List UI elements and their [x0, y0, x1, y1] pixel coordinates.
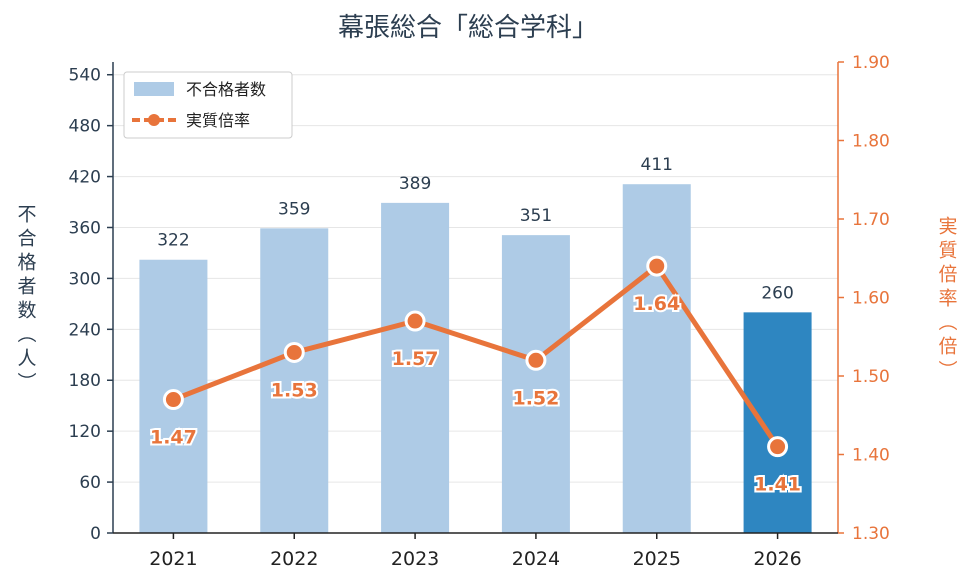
axis-title-char: 者: [17, 276, 36, 298]
bar-series: [139, 184, 812, 534]
y-right-tick-label: 1.30: [852, 524, 890, 544]
bar-value-label: 411: [641, 155, 673, 175]
axis-title-char: 率: [938, 288, 957, 310]
axis-title-char: （: [15, 324, 37, 343]
rate-line: [172, 263, 780, 449]
rate-value-label: 1.41: [754, 474, 801, 496]
y-left-tick-label: 180: [69, 371, 101, 391]
bar-2024: [501, 235, 570, 533]
bar-value-label: 322: [157, 231, 189, 251]
axis-title-char: 倍: [938, 264, 957, 286]
axis-title-char: 格: [17, 252, 36, 274]
rate-point-2025: [646, 255, 668, 277]
legend-bar-label: 不合格者数: [186, 80, 266, 99]
rate-point-2021: [162, 389, 184, 411]
y-left-tick-label: 60: [79, 473, 101, 493]
rate-point-2024: [525, 349, 547, 371]
rate-point-2022: [283, 341, 305, 363]
y-left-tick-label: 480: [69, 117, 101, 137]
gridlines: [113, 74, 838, 483]
rate-point-2026: [767, 436, 789, 458]
rate-value-label: 1.52: [512, 387, 559, 409]
bar-value-label: 389: [399, 174, 431, 194]
y-left-tick-label: 120: [69, 422, 101, 442]
bar-2025: [622, 184, 691, 534]
axis-title-char: 倍: [938, 336, 957, 358]
y-left-tick-label: 240: [69, 320, 101, 340]
axis-title-char: ）: [936, 360, 958, 379]
x-tick-label: 2024: [512, 548, 560, 570]
y-left-tick-label: 300: [69, 269, 101, 289]
rate-value-label: 1.64: [633, 293, 680, 315]
legend: 不合格者数 実質倍率: [123, 71, 293, 139]
y-right-axis-title: 実質倍率（倍）: [936, 216, 958, 380]
y-left-tick-label: 420: [69, 168, 101, 188]
y-right-tick-label: 1.90: [852, 53, 890, 73]
bar-2022: [260, 228, 329, 533]
rate-value-label: 1.47: [150, 427, 197, 449]
bar-value-label: 260: [761, 283, 793, 303]
y-left-axis-title: 不合格者数 （ 人 ）: [15, 204, 37, 392]
y-right-tick-label: 1.60: [852, 289, 890, 309]
x-tick-label: 2025: [633, 548, 681, 570]
rate-point-2023: [404, 310, 426, 332]
axis-title-char: 人: [17, 348, 36, 370]
y-left-tick-label: 360: [69, 218, 101, 238]
x-tick-label: 2023: [391, 548, 439, 570]
legend-bar-swatch: [134, 82, 174, 96]
axis-title-char: ）: [15, 372, 37, 391]
axis-title-char: 実: [938, 216, 957, 238]
x-tick-label: 2021: [149, 548, 197, 570]
y-right-tick-label: 1.40: [852, 446, 890, 466]
axis-title-char: 数: [17, 300, 36, 322]
axis-title-char: 質: [938, 240, 957, 262]
bar-value-label: 359: [278, 199, 310, 219]
y-right-tick-label: 1.70: [852, 210, 890, 230]
x-tick-label: 2026: [753, 548, 801, 570]
bar-2023: [381, 202, 450, 533]
axis-title-char: 合: [17, 228, 36, 250]
data-labels: 322 359 389 351 411 260 1.47 1.53 1.57 1.52 1.64 1.…: [148, 155, 803, 497]
y-left-tick-label: 0: [90, 524, 101, 544]
axis-title-char: （: [936, 312, 958, 331]
rate-value-label: 1.57: [392, 348, 439, 370]
y-right-tick-label: 1.80: [852, 132, 890, 152]
bar-value-label: 351: [520, 206, 552, 226]
y-right-tick-label: 1.50: [852, 367, 890, 387]
x-tick-label: 2022: [270, 548, 318, 570]
line-series: [162, 255, 789, 458]
chart-title: 幕張総合「総合学科」: [338, 13, 598, 43]
legend-line-label: 実質倍率: [186, 111, 250, 130]
axis-title-char: 不: [17, 204, 36, 226]
y-left-tick-label: 540: [69, 66, 101, 86]
rate-value-label: 1.53: [271, 379, 318, 401]
bar-2026: [743, 312, 812, 533]
legend-line-marker: [148, 114, 160, 126]
axes: 0 60 120 180 240 300 360 420 480 540 1.30 1.40 1.50 1…: [15, 53, 958, 570]
